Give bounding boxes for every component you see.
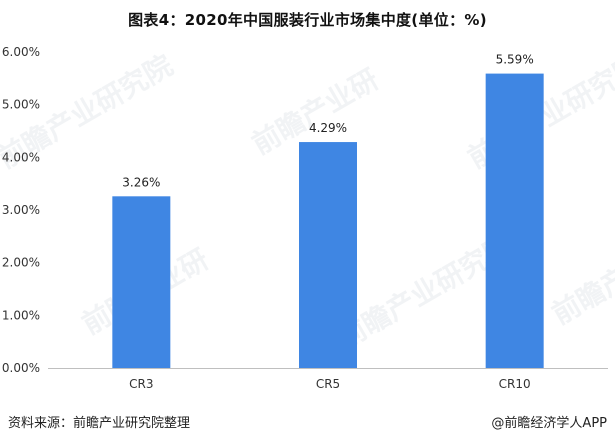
category-label-cr3: CR3: [129, 377, 153, 391]
y-tick-label: 3.00%: [2, 203, 40, 217]
y-tick-label: 0.00%: [2, 361, 40, 375]
bars: [112, 73, 544, 369]
credit-note: @前瞻经济学人APP: [491, 416, 607, 431]
y-tick-label: 1.00%: [2, 308, 40, 322]
y-tick-label: 4.00%: [2, 150, 40, 164]
bar-cr3: [112, 196, 171, 368]
data-labels: 3.26% 4.29% 5.59%: [122, 53, 533, 190]
watermark-text: 前瞻产业研: [546, 232, 615, 331]
bar-cr5: [299, 142, 357, 368]
category-label-cr10: CR10: [499, 377, 531, 391]
y-tick-label: 5.00%: [2, 98, 40, 112]
y-axis-tick-labels: 0.00% 1.00% 2.00% 3.00% 4.00% 5.00% 6.00%: [2, 45, 40, 375]
y-tick-label: 6.00%: [2, 45, 40, 59]
x-axis-category-labels: CR3 CR5 CR10: [129, 377, 531, 391]
bar-cr10: [485, 73, 544, 369]
y-tick-label: 2.00%: [2, 256, 40, 270]
data-label-cr5: 4.29%: [309, 121, 347, 135]
category-label-cr5: CR5: [316, 377, 340, 391]
source-note: 资料来源：前瞻产业研究院整理: [8, 416, 191, 431]
data-label-cr10: 5.59%: [496, 53, 534, 67]
data-label-cr3: 3.26%: [122, 175, 160, 189]
chart-title: 图表4：2020年中国服装行业市场集中度(单位：%): [128, 11, 487, 29]
